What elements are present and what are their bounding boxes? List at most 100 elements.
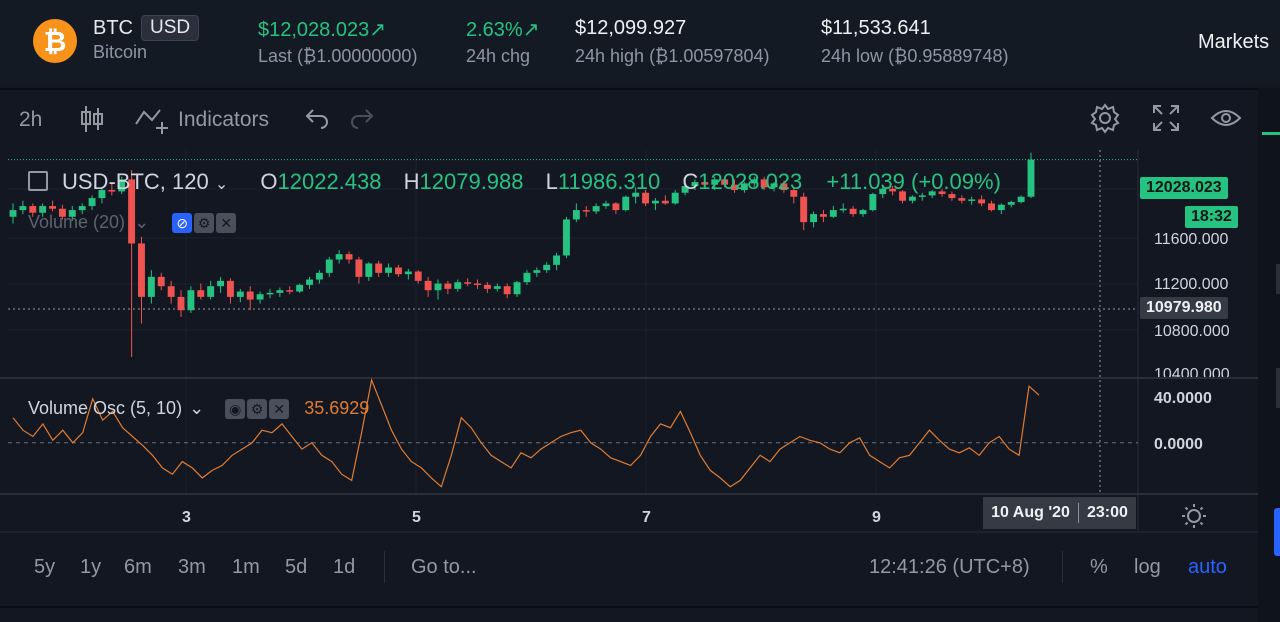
- last-price-tag: 12028.023: [1140, 177, 1228, 199]
- time-axis-label: 3: [182, 509, 191, 526]
- current-time[interactable]: 12:41:26 (UTC+8): [869, 556, 1030, 578]
- candle-body: [770, 183, 778, 188]
- candle-body: [375, 263, 383, 273]
- close-value: 12028.023: [698, 169, 803, 194]
- candle-body: [928, 191, 936, 196]
- candle-body: [434, 283, 442, 291]
- range-1d[interactable]: 1d: [333, 556, 356, 578]
- candle-body: [444, 283, 452, 289]
- price-axis-label: 11600.000: [1154, 231, 1229, 248]
- candle-body: [78, 206, 86, 211]
- candle-body: [869, 194, 877, 211]
- range-1m[interactable]: 1m: [232, 556, 260, 578]
- candle-body: [750, 179, 758, 184]
- divider: [1062, 551, 1063, 583]
- candle-body: [988, 203, 995, 211]
- auto-scale-toggle[interactable]: auto: [1188, 556, 1227, 578]
- candle-body: [246, 291, 254, 300]
- hide-volume-icon[interactable]: ⊘: [172, 213, 193, 234]
- chart-toolbar: 2h Indicators: [0, 98, 1258, 144]
- volume-settings-icon[interactable]: ⚙: [194, 213, 215, 234]
- last-price-value: $12,028.023↗: [258, 19, 386, 41]
- high-label: H: [403, 169, 420, 194]
- oscillator-line: [12, 377, 1040, 488]
- candle-body: [207, 286, 215, 297]
- candle-body: [414, 271, 422, 281]
- candle-body: [39, 206, 47, 213]
- symbol-title[interactable]: USD-BTC, 120: [62, 169, 209, 194]
- candle-body: [592, 206, 600, 212]
- candle-body: [790, 190, 798, 197]
- candle-body: [968, 199, 976, 201]
- oscillator-settings-icon[interactable]: ⚙: [247, 399, 268, 420]
- open-value: 12022.438: [277, 169, 382, 194]
- candle-body: [908, 196, 916, 201]
- goto-date-button[interactable]: Go to...: [411, 556, 477, 578]
- candle-body: [365, 263, 373, 277]
- candle-body: [493, 286, 501, 289]
- candle-body: [543, 264, 551, 271]
- open-label: O: [260, 169, 278, 194]
- candle-body: [474, 283, 481, 286]
- candle-body: [612, 203, 620, 211]
- bitcoin-logo-icon: ₿: [33, 19, 77, 63]
- interval-selector[interactable]: 2h: [19, 108, 43, 131]
- candle-body: [147, 276, 155, 297]
- candle-body: [454, 282, 462, 289]
- percent-scale-toggle[interactable]: %: [1090, 556, 1108, 578]
- candle-body: [899, 191, 906, 201]
- candle-body: [404, 271, 412, 275]
- oscillator-legend: Volume Osc (5, 10) ⌄ ◉ ⚙ ✕ 35.6929: [28, 398, 370, 420]
- range-6m[interactable]: 6m: [124, 556, 152, 578]
- coin-symbol: BTC: [93, 17, 133, 39]
- indicators-button[interactable]: Indicators: [178, 108, 270, 131]
- volume-label[interactable]: Volume (20): [28, 212, 126, 232]
- candle-body: [839, 208, 847, 211]
- collapse-legend-icon[interactable]: [28, 171, 48, 192]
- candle-body: [780, 183, 788, 191]
- candle-body: [197, 290, 205, 297]
- candle-body: [918, 195, 926, 197]
- legend-chevron-icon[interactable]: ⌄: [214, 176, 229, 193]
- candle-body: [29, 206, 37, 213]
- candle-body: [217, 280, 225, 287]
- side-panel-edge: [1258, 88, 1280, 622]
- remove-volume-icon[interactable]: ✕: [216, 213, 237, 234]
- range-5d[interactable]: 5d: [285, 556, 308, 578]
- time-axis-label: 9: [872, 509, 881, 526]
- range-3m[interactable]: 3m: [178, 556, 206, 578]
- candle-body: [49, 206, 56, 209]
- candle-body: [236, 291, 244, 297]
- log-scale-toggle[interactable]: log: [1134, 556, 1161, 578]
- hide-oscillator-icon[interactable]: ◉: [225, 399, 246, 420]
- candle-body: [296, 284, 304, 292]
- candle-body: [829, 210, 837, 217]
- quote-currency-badge[interactable]: USD: [141, 15, 200, 41]
- low-label: L: [545, 169, 558, 194]
- candle-body: [187, 290, 195, 311]
- candle-body: [948, 194, 956, 199]
- main-legend: USD-BTC, 120 ⌄ O12022.438 H12079.988 L11…: [28, 169, 1001, 195]
- divider: [0, 606, 1258, 608]
- candle-body: [642, 192, 650, 204]
- range-5y[interactable]: 5y: [34, 556, 56, 578]
- range-1y[interactable]: 1y: [80, 556, 102, 578]
- candle-body: [483, 284, 491, 289]
- candle-body: [740, 183, 748, 191]
- candle-body: [345, 254, 353, 260]
- candle-body: [266, 292, 274, 295]
- remove-oscillator-icon[interactable]: ✕: [269, 399, 290, 420]
- markets-link[interactable]: Markets: [1198, 31, 1270, 53]
- candle-body: [177, 296, 185, 311]
- candle-body: [88, 198, 96, 207]
- candle-body: [582, 210, 590, 212]
- candle-body: [98, 190, 106, 199]
- candle-body: [691, 182, 699, 187]
- low-value: 11986.310: [557, 169, 661, 194]
- candle-body: [553, 255, 561, 265]
- candle-body: [731, 184, 738, 191]
- high-24h-value: $12,099.927: [575, 17, 687, 39]
- candle-body: [523, 272, 531, 283]
- oscillator-label[interactable]: Volume Osc (5, 10): [28, 398, 183, 418]
